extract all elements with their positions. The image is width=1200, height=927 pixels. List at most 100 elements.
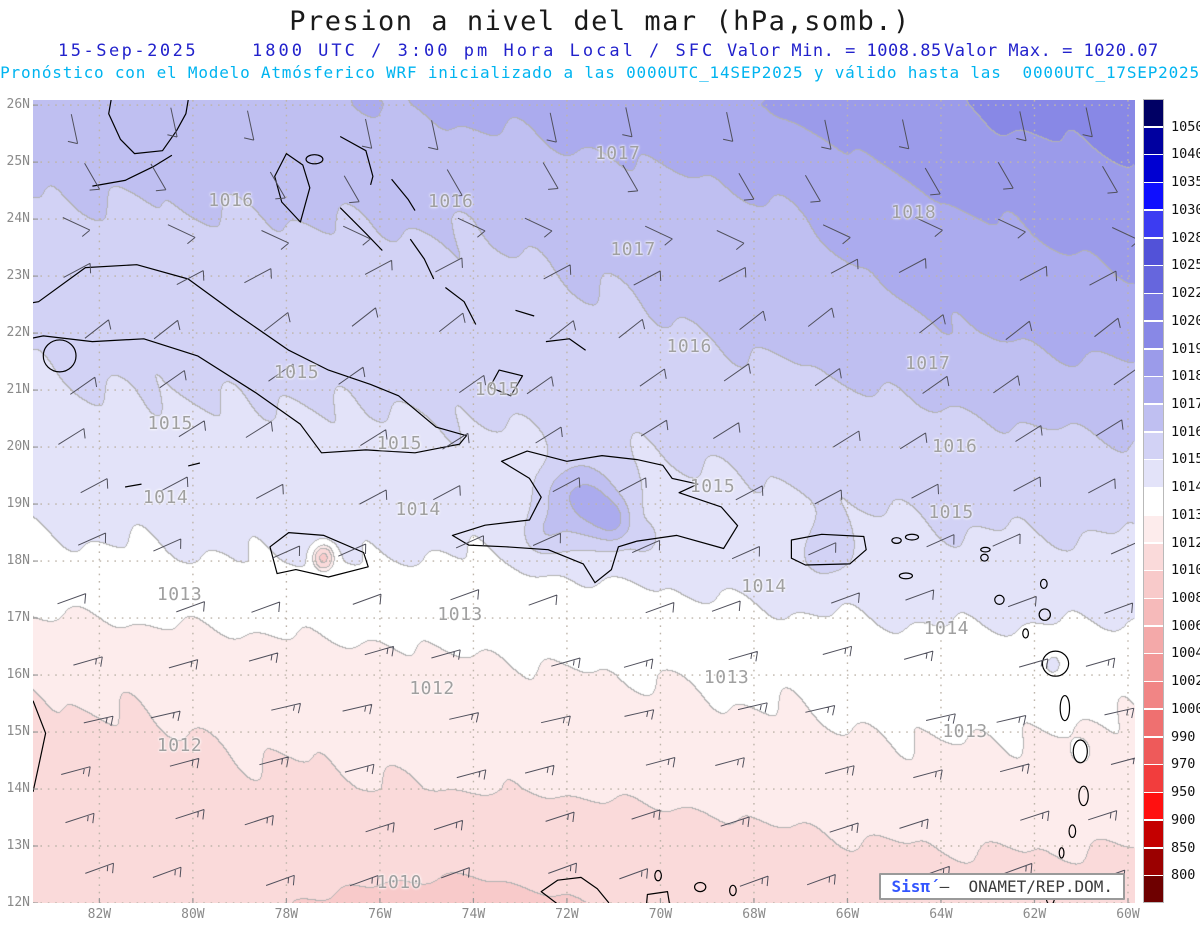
colorbar-cell xyxy=(1144,793,1163,820)
colorbar-cell xyxy=(1144,460,1163,487)
colorbar-label-970: 970 xyxy=(1171,756,1196,773)
x-tick-72W: 72W xyxy=(555,907,579,922)
attribution-dash: – xyxy=(929,877,969,896)
colorbar-label-1028: 1028 xyxy=(1171,229,1200,246)
y-tick-12N: 12N xyxy=(6,895,30,910)
contour-label-1013: 1013 xyxy=(703,666,750,688)
colorbar-label-1016: 1016 xyxy=(1171,423,1200,440)
colorbar-label-1040: 1040 xyxy=(1171,146,1200,163)
axis-ticks xyxy=(33,104,1129,903)
forecast-date: 15-Sep-2025 xyxy=(58,41,199,61)
colorbar-cell xyxy=(1144,321,1163,348)
colorbar-label-1050: 1050 xyxy=(1171,118,1200,135)
colorbar-cell xyxy=(1144,515,1163,543)
x-tick-62W: 62W xyxy=(1022,907,1047,922)
wind-barbs xyxy=(57,107,1135,887)
island-st-croix xyxy=(898,572,914,580)
coastline-florida-keys xyxy=(92,154,173,187)
y-tick-19N: 19N xyxy=(6,496,30,512)
attribution-org: ONAMET/REP.DOM. xyxy=(968,877,1114,896)
sispi-brand: Sisπ́ xyxy=(891,877,930,896)
y-tick-17N: 17N xyxy=(6,610,30,626)
valid-time: 1800 UTC / 3:00 pm Hora Local / SFC xyxy=(252,41,716,61)
page-title: Presion a nivel del mar (hPa,somb.) xyxy=(289,6,911,37)
x-tick-68W: 68W xyxy=(742,907,766,922)
coastline-cat-island xyxy=(391,178,416,211)
y-tick-24N: 24N xyxy=(6,211,30,227)
contour-label-1015: 1015 xyxy=(474,379,521,401)
coastline-guajira-peninsula xyxy=(540,876,610,903)
y-tick-16N: 16N xyxy=(6,667,30,683)
contour-label-1016: 1016 xyxy=(428,191,474,212)
contour-label-1017: 1017 xyxy=(904,353,951,375)
contour-label-1015: 1015 xyxy=(689,475,736,497)
coastline-cuba xyxy=(33,264,467,454)
colorbar-label-1010: 1010 xyxy=(1171,562,1200,579)
colorbar-cell xyxy=(1144,543,1163,570)
coastline-andros xyxy=(274,153,311,223)
coastline-cayman-little xyxy=(188,462,201,467)
y-tick-21N: 21N xyxy=(6,382,30,398)
map-overlay xyxy=(33,100,1135,903)
colorbar-label-1006: 1006 xyxy=(1171,617,1200,634)
colorbar-label-1022: 1022 xyxy=(1171,285,1200,302)
island-bonaire xyxy=(729,884,737,897)
island-montserrat xyxy=(1022,628,1030,639)
x-tick-74W: 74W xyxy=(461,907,486,922)
contour-label-1012: 1012 xyxy=(409,678,455,700)
y-tick-14N: 14N xyxy=(6,781,30,797)
contour-label-1017: 1017 xyxy=(594,142,641,164)
colorbar-cell xyxy=(1144,155,1163,182)
colorbar-label-990: 990 xyxy=(1171,728,1196,745)
colorbar-cell xyxy=(1144,294,1163,321)
island-isla-juventud xyxy=(42,339,77,373)
colorbar-label-900: 900 xyxy=(1171,811,1196,828)
contour-label-1017: 1017 xyxy=(610,239,656,261)
colorbar-label-1015: 1015 xyxy=(1171,451,1200,468)
map-panel: 1017 1016 1016 1018 1017 1016 1017 1015 1015 1015… xyxy=(33,100,1135,903)
colorbar-cell xyxy=(1144,183,1163,210)
contour-label-1016: 1016 xyxy=(208,189,254,211)
y-tick-26N: 26N xyxy=(6,97,30,113)
colorbar-cell xyxy=(1144,404,1163,432)
island-grenadines xyxy=(1058,847,1065,859)
colorbar-label-850: 850 xyxy=(1171,839,1196,856)
colorbar-label-1018: 1018 xyxy=(1171,368,1200,385)
contour-label-1010: 1010 xyxy=(376,872,422,894)
colorbar-cell xyxy=(1144,571,1163,598)
coastline-exuma xyxy=(339,207,383,251)
colorbar-label-1025: 1025 xyxy=(1171,257,1200,274)
contour-label-1018: 1018 xyxy=(890,202,937,224)
colorbar-cell xyxy=(1144,127,1163,154)
coastline-crooked-acklins xyxy=(445,287,477,325)
colorbar-cell xyxy=(1144,377,1163,404)
coastline-puerto-rico xyxy=(790,533,867,566)
colorbar-label-1030: 1030 xyxy=(1171,201,1200,218)
colorbar-label-1013: 1013 xyxy=(1171,506,1200,523)
island-antigua xyxy=(1038,608,1051,621)
colorbar-cell xyxy=(1144,765,1163,792)
colorbar-cell xyxy=(1144,848,1163,875)
contour-label-1015: 1015 xyxy=(273,361,320,383)
x-tick-78W: 78W xyxy=(274,907,299,922)
colorbar-label-1002: 1002 xyxy=(1171,673,1200,690)
x-tick-64W: 64W xyxy=(929,907,953,922)
colorbar-cell xyxy=(1144,876,1163,903)
x-tick-76W: 76W xyxy=(368,907,392,922)
contour-label-1013: 1013 xyxy=(156,584,203,606)
island-st-kitts xyxy=(994,594,1005,605)
colorbar-cell xyxy=(1144,432,1163,459)
colorbar-label-1014: 1014 xyxy=(1171,479,1200,496)
contour-label-1013: 1013 xyxy=(437,604,483,626)
y-tick-23N: 23N xyxy=(6,268,30,284)
y-tick-25N: 25N xyxy=(6,154,30,170)
y-tick-15N: 15N xyxy=(6,724,30,740)
colorbar-label-1017: 1017 xyxy=(1171,395,1200,412)
model-init-line: Pronóstico con el Modelo Atmósferico WRF… xyxy=(0,63,1200,82)
contour-label-1014: 1014 xyxy=(395,498,441,520)
colorbar-label-1019: 1019 xyxy=(1171,340,1200,357)
island-aruba xyxy=(654,869,662,882)
coastline-jamaica xyxy=(269,532,369,578)
island-st-vincent xyxy=(1068,824,1077,839)
